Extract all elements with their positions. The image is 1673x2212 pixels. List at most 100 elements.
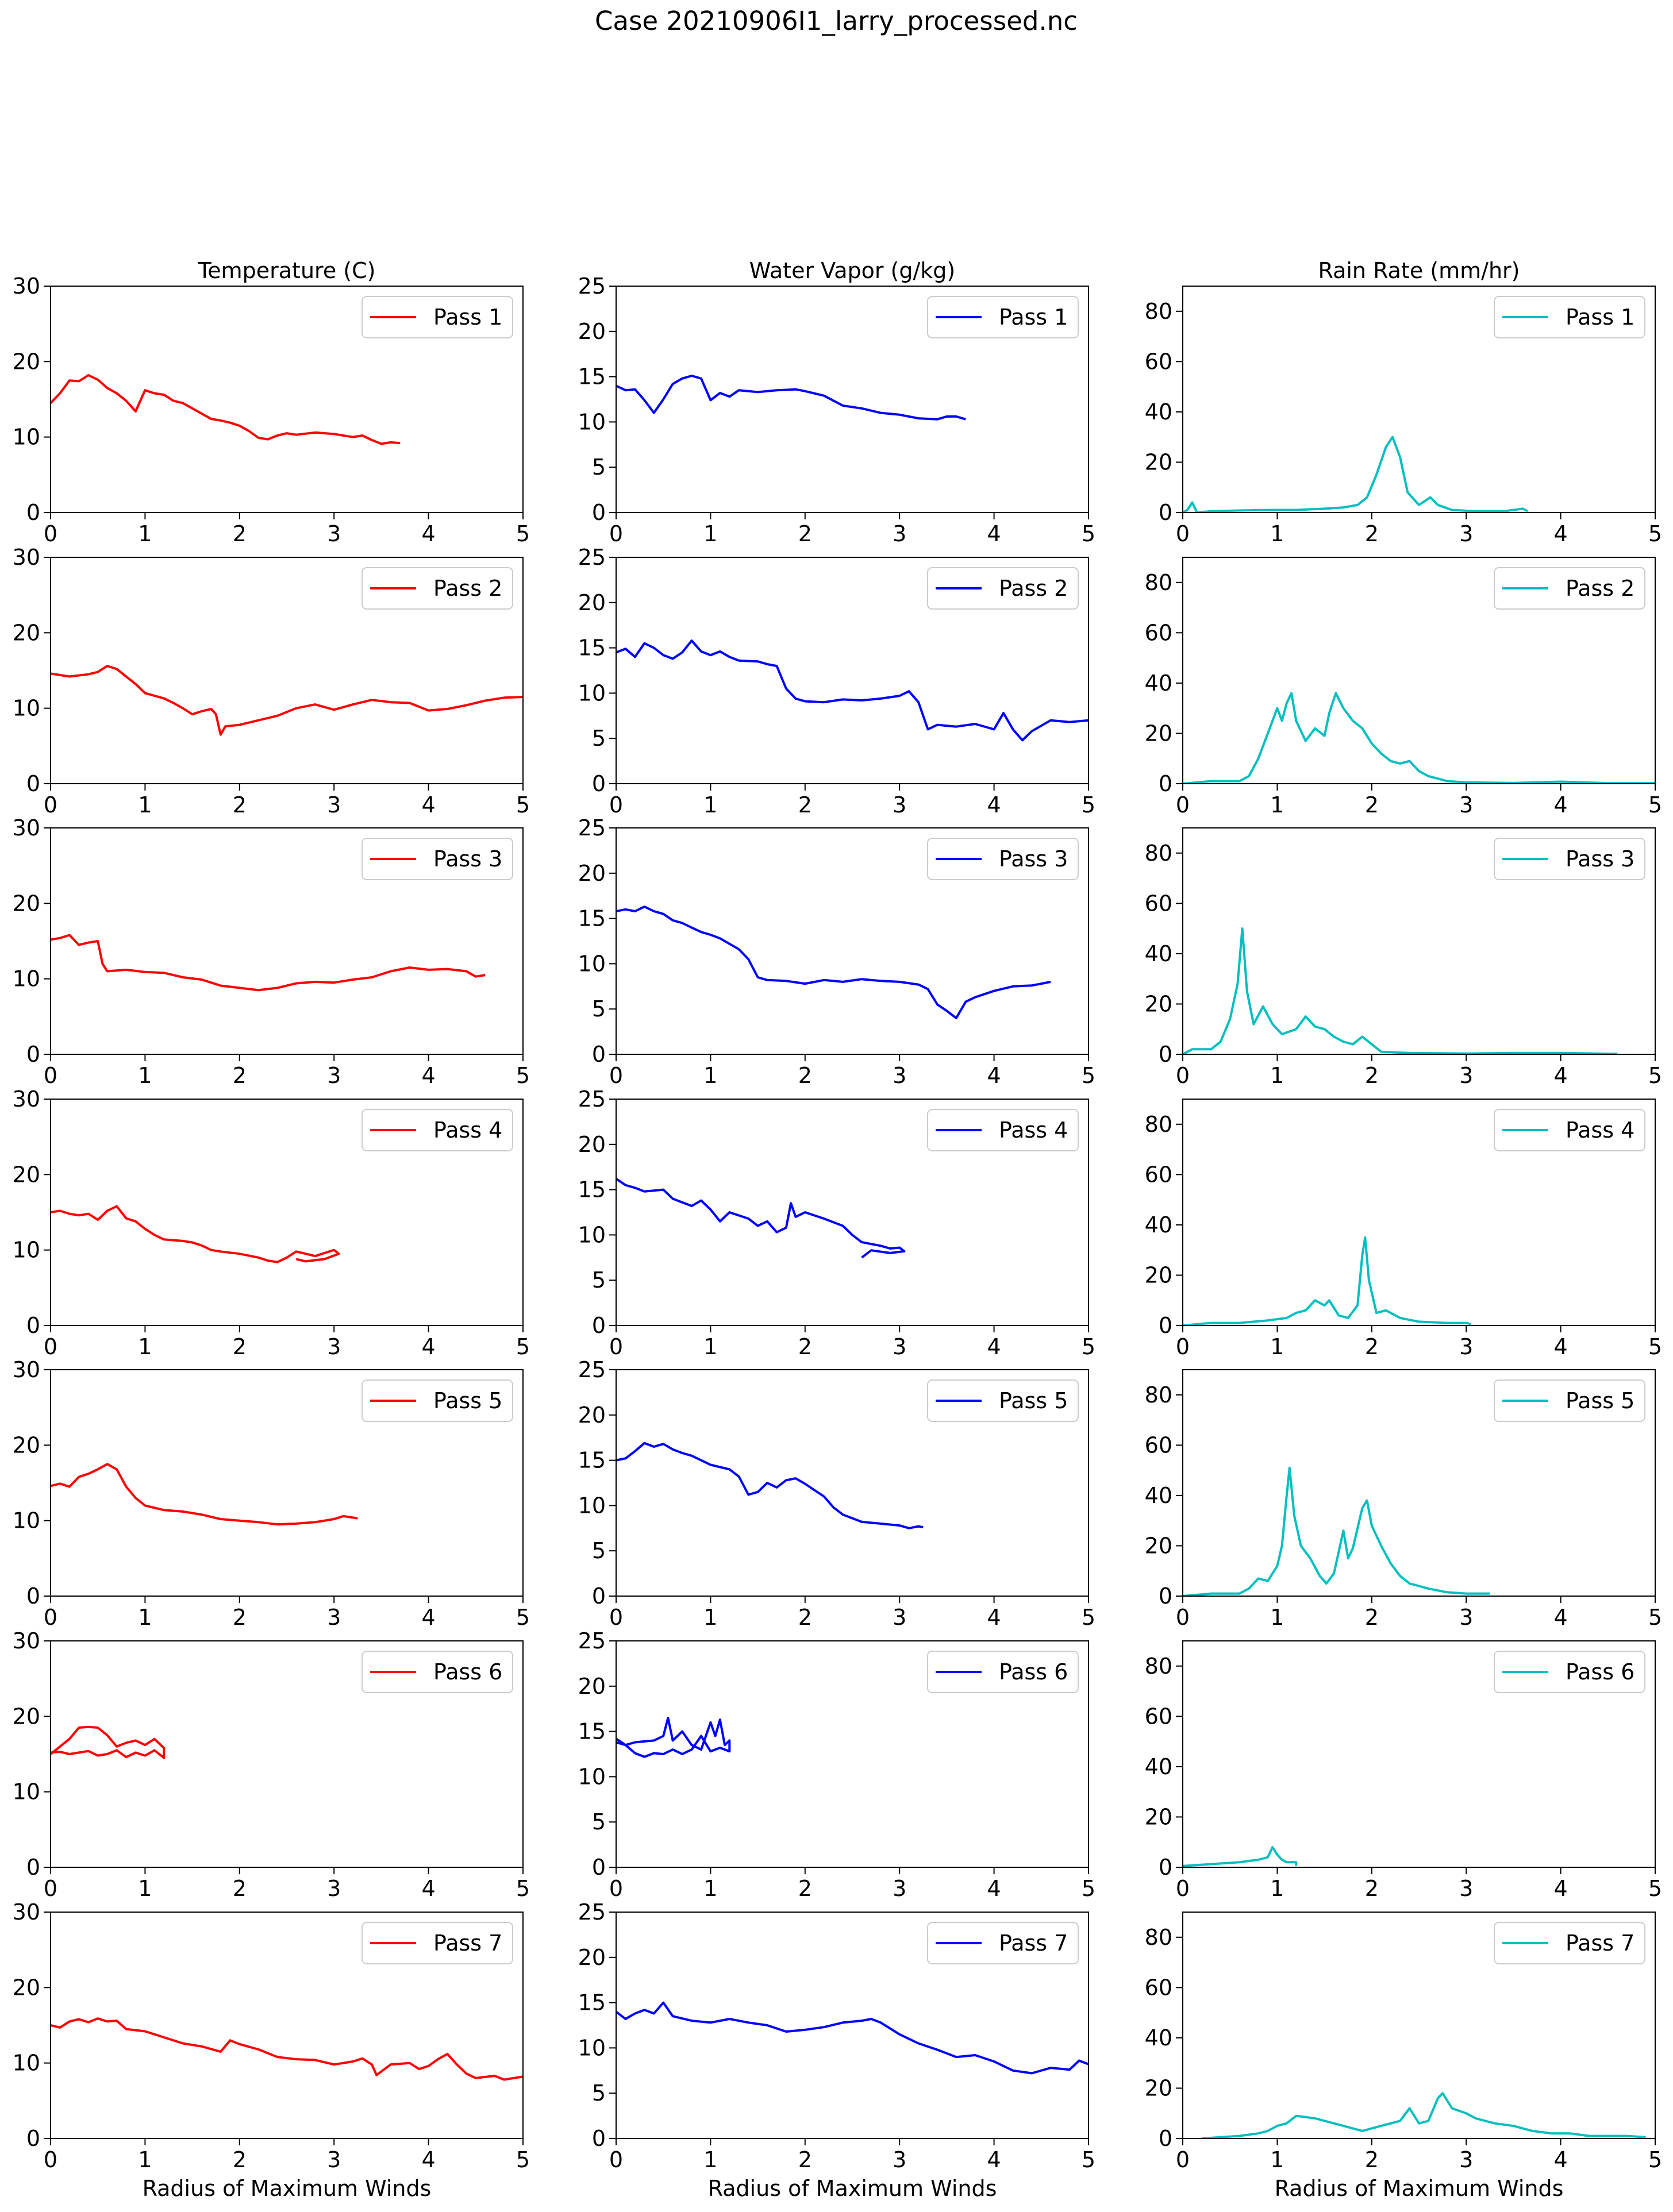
y-tick-label: 15 bbox=[578, 1448, 606, 1473]
y-tick-label: 40 bbox=[1145, 670, 1172, 696]
x-tick-label: 0 bbox=[1176, 1605, 1190, 1630]
y-tick-label: 40 bbox=[1145, 1483, 1172, 1508]
y-tick-label: 60 bbox=[1145, 1704, 1172, 1729]
x-tick-label: 5 bbox=[1082, 792, 1095, 818]
figure-title: Case 20210906I1_larry_processed.nc bbox=[595, 6, 1078, 36]
y-tick-label: 20 bbox=[13, 1432, 40, 1458]
x-tick-label: 3 bbox=[1459, 1063, 1473, 1088]
legend-label: Pass 5 bbox=[1566, 1388, 1634, 1413]
y-tick-label: 20 bbox=[13, 891, 40, 916]
y-tick-label: 5 bbox=[592, 1538, 606, 1563]
y-tick-label: 10 bbox=[13, 696, 40, 721]
legend bbox=[927, 1651, 1079, 1693]
legend-label: Pass 3 bbox=[433, 846, 502, 872]
y-tick-label: 30 bbox=[13, 1357, 40, 1382]
y-tick-label: 10 bbox=[578, 1493, 606, 1518]
axes-frame bbox=[50, 827, 524, 1055]
subplot-water-vapor-pass-2: 0 1 2 3 4 5 0 5 10 15 20 25 Pass 2 bbox=[578, 545, 1095, 818]
x-tick-label: 4 bbox=[987, 1876, 1001, 1901]
series-line-rain-rate-pass-4 bbox=[1183, 1236, 1471, 1325]
y-tick-label: 20 bbox=[578, 861, 606, 886]
legend-label: Pass 1 bbox=[1566, 305, 1634, 330]
x-tick-label: 2 bbox=[1365, 2147, 1379, 2172]
series-line-rain-rate-pass-3 bbox=[1183, 927, 1618, 1054]
subplot-temperature-pass-3: 0 1 2 3 4 5 0 10 20 30 Pass 3 bbox=[13, 815, 530, 1088]
y-tick-label: 20 bbox=[578, 1674, 606, 1699]
y-tick-label: 15 bbox=[578, 1719, 606, 1744]
series-line-water-vapor-pass-3 bbox=[616, 905, 1051, 1019]
legend bbox=[1494, 1651, 1645, 1693]
x-tick-label: 5 bbox=[1648, 792, 1662, 818]
x-tick-label: 3 bbox=[893, 521, 906, 546]
subplot-temperature-pass-6: 0 1 2 3 4 5 0 10 20 30 Pass 6 bbox=[13, 1628, 530, 1901]
x-tick-label: 3 bbox=[893, 2147, 906, 2172]
x-tick-label: 4 bbox=[422, 521, 436, 546]
series-line-water-vapor-pass-2 bbox=[616, 639, 1089, 742]
x-tick-label: 4 bbox=[1554, 1334, 1568, 1359]
x-tick-label: 2 bbox=[798, 1063, 812, 1088]
legend bbox=[361, 296, 513, 338]
x-tick-label: 3 bbox=[893, 1063, 906, 1088]
y-tick-label: 0 bbox=[1159, 1313, 1172, 1338]
x-tick-label: 0 bbox=[1176, 1334, 1190, 1359]
x-tick-label: 4 bbox=[422, 1605, 436, 1630]
y-tick-label: 30 bbox=[13, 545, 40, 570]
y-tick-label: 20 bbox=[13, 1162, 40, 1187]
y-tick-label: 15 bbox=[578, 1177, 606, 1203]
legend bbox=[361, 1109, 513, 1151]
y-tick-label: 0 bbox=[26, 1042, 40, 1067]
x-tick-label: 5 bbox=[516, 792, 530, 818]
series-line-water-vapor-pass-6 bbox=[616, 1717, 731, 1758]
column-title-water-vapor: Water Vapor (g/kg) bbox=[749, 258, 956, 283]
x-tick-label: 0 bbox=[1176, 792, 1190, 818]
y-tick-label: 15 bbox=[578, 906, 606, 931]
x-tick-label: 0 bbox=[609, 1063, 623, 1088]
x-tick-label: 5 bbox=[516, 521, 530, 546]
axes-frame bbox=[616, 1099, 1089, 1326]
x-tick-label: 0 bbox=[44, 1605, 57, 1630]
y-tick-label: 10 bbox=[13, 966, 40, 992]
x-tick-label: 5 bbox=[1648, 1605, 1662, 1630]
y-tick-label: 30 bbox=[13, 1628, 40, 1654]
y-tick-label: 80 bbox=[1145, 1925, 1172, 1950]
axes-frame bbox=[1182, 557, 1656, 784]
x-tick-label: 1 bbox=[1270, 1334, 1284, 1359]
legend-label: Pass 1 bbox=[999, 305, 1068, 330]
y-tick-label: 10 bbox=[578, 951, 606, 976]
subplot-water-vapor-pass-7: 0 1 2 3 4 5 0 5 10 15 20 25 Pass 7 Radius of Maximum … bbox=[578, 1899, 1095, 2201]
axes-frame bbox=[616, 1640, 1089, 1868]
y-tick-label: 80 bbox=[1145, 841, 1172, 866]
x-tick-label: 0 bbox=[609, 521, 623, 546]
legend bbox=[1494, 1922, 1645, 1964]
series-line-rain-rate-pass-2 bbox=[1183, 692, 1655, 784]
x-tick-label: 2 bbox=[233, 1063, 247, 1088]
x-tick-label: 5 bbox=[516, 1334, 530, 1359]
x-tick-label: 3 bbox=[1459, 1605, 1473, 1630]
y-tick-label: 0 bbox=[592, 771, 606, 796]
axes-frame bbox=[50, 1640, 524, 1868]
y-tick-label: 0 bbox=[26, 2126, 40, 2151]
y-tick-label: 0 bbox=[1159, 500, 1172, 525]
y-tick-label: 5 bbox=[592, 2080, 606, 2106]
y-tick-label: 20 bbox=[1145, 720, 1172, 746]
legend-label: Pass 4 bbox=[999, 1117, 1068, 1143]
x-tick-label: 5 bbox=[1082, 1605, 1095, 1630]
x-tick-label: 5 bbox=[516, 2147, 530, 2172]
x-tick-label: 1 bbox=[1270, 2147, 1284, 2172]
y-tick-label: 20 bbox=[578, 319, 606, 344]
x-tick-label: 5 bbox=[1648, 1334, 1662, 1359]
y-tick-label: 5 bbox=[592, 996, 606, 1022]
legend bbox=[927, 838, 1079, 880]
x-tick-label: 1 bbox=[703, 1605, 717, 1630]
legend bbox=[927, 1922, 1079, 1964]
x-tick-label: 2 bbox=[1365, 1063, 1379, 1088]
legend bbox=[1494, 1109, 1645, 1151]
x-tick-label: 1 bbox=[138, 2147, 152, 2172]
y-tick-label: 10 bbox=[13, 2051, 40, 2076]
y-tick-label: 10 bbox=[578, 409, 606, 434]
y-tick-label: 5 bbox=[592, 726, 606, 751]
x-tick-label: 4 bbox=[987, 1063, 1001, 1088]
x-tick-label: 2 bbox=[798, 1334, 812, 1359]
y-tick-label: 40 bbox=[1145, 1212, 1172, 1238]
x-tick-label: 4 bbox=[987, 1605, 1001, 1630]
